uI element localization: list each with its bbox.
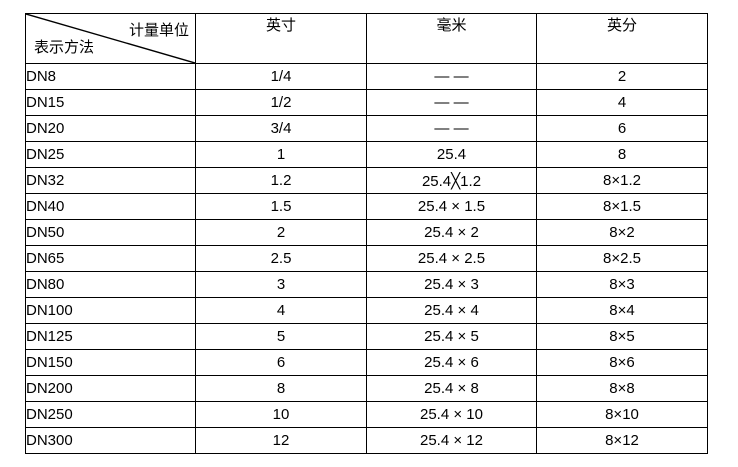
table-row: DN20 3/4 — — 6 xyxy=(25,115,708,142)
mm-cell: 25.4 xyxy=(366,141,537,168)
yingfen-cell: 8×2 xyxy=(536,219,708,246)
column-header-yingfen: 英分 xyxy=(536,13,708,64)
method-cell: DN100 xyxy=(25,297,196,324)
mm-cell: — — xyxy=(366,115,537,142)
inch-cell: 1/2 xyxy=(195,89,367,116)
mm-cell: 25.4 × 3 xyxy=(366,271,537,298)
mm-cell: 25.4 × 4 xyxy=(366,297,537,324)
yingfen-cell: 8×1.5 xyxy=(536,193,708,220)
yingfen-cell: 8×2.5 xyxy=(536,245,708,272)
yingfen-cell: 8×4 xyxy=(536,297,708,324)
yingfen-cell: 8×8 xyxy=(536,375,708,402)
inch-cell: 10 xyxy=(195,401,367,428)
method-cell: DN15 xyxy=(25,89,196,116)
table-row: DN40 1.5 25.4 × 1.5 8×1.5 xyxy=(25,193,708,220)
inch-cell: 8 xyxy=(195,375,367,402)
yingfen-cell: 8 xyxy=(536,141,708,168)
method-cell: DN300 xyxy=(25,427,196,454)
table-row: DN8 1/4 — — 2 xyxy=(25,63,708,90)
yingfen-cell: 8×10 xyxy=(536,401,708,428)
table-row: DN50 2 25.4 × 2 8×2 xyxy=(25,219,708,246)
method-cell: DN32 xyxy=(25,167,196,194)
yingfen-cell: 8×5 xyxy=(536,323,708,350)
mm-cell: — — xyxy=(366,63,537,90)
corner-label-method: 表示方法 xyxy=(34,39,95,56)
table-row: DN250 10 25.4 × 10 8×10 xyxy=(25,401,708,428)
inch-cell: 4 xyxy=(195,297,367,324)
mm-cell: 25.4 × 12 xyxy=(366,427,537,454)
table-row: DN200 8 25.4 × 8 8×8 xyxy=(25,375,708,402)
unit-conversion-table: 计量单位 表示方法 英寸 毫米 英分 DN8 1/4 — — 2 DN15 1/… xyxy=(25,13,708,454)
inch-cell: 2.5 xyxy=(195,245,367,272)
table-row: DN125 5 25.4 × 5 8×5 xyxy=(25,323,708,350)
method-cell: DN20 xyxy=(25,115,196,142)
table-row: DN32 1.2 25.4╳1.2 8×1.2 xyxy=(25,167,708,194)
method-cell: DN80 xyxy=(25,271,196,298)
yingfen-cell: 8×12 xyxy=(536,427,708,454)
mm-cell: 25.4 × 8 xyxy=(366,375,537,402)
method-cell: DN125 xyxy=(25,323,196,350)
yingfen-cell: 6 xyxy=(536,115,708,142)
mm-cell: 25.4 × 2.5 xyxy=(366,245,537,272)
inch-cell: 1.2 xyxy=(195,167,367,194)
column-header-inch: 英寸 xyxy=(195,13,367,64)
table-row: DN15 1/2 — — 4 xyxy=(25,89,708,116)
mm-cell: 25.4 × 1.5 xyxy=(366,193,537,220)
method-cell: DN40 xyxy=(25,193,196,220)
table-row: DN80 3 25.4 × 3 8×3 xyxy=(25,271,708,298)
method-cell: DN65 xyxy=(25,245,196,272)
mm-cell: — — xyxy=(366,89,537,116)
method-cell: DN250 xyxy=(25,401,196,428)
table-body: 计量单位 表示方法 英寸 毫米 英分 DN8 1/4 — — 2 DN15 1/… xyxy=(25,13,708,454)
inch-cell: 6 xyxy=(195,349,367,376)
method-cell: DN8 xyxy=(25,63,196,90)
inch-cell: 3 xyxy=(195,271,367,298)
table-row: DN100 4 25.4 × 4 8×4 xyxy=(25,297,708,324)
inch-cell: 3/4 xyxy=(195,115,367,142)
inch-cell: 2 xyxy=(195,219,367,246)
header-row: 计量单位 表示方法 英寸 毫米 英分 xyxy=(25,13,708,64)
mm-cell: 25.4 × 6 xyxy=(366,349,537,376)
inch-cell: 5 xyxy=(195,323,367,350)
inch-cell: 1.5 xyxy=(195,193,367,220)
corner-header-cell: 计量单位 表示方法 xyxy=(25,13,196,64)
table-row: DN300 12 25.4 × 12 8×12 xyxy=(25,427,708,454)
yingfen-cell: 4 xyxy=(536,89,708,116)
method-cell: DN150 xyxy=(25,349,196,376)
mm-cell: 25.4╳1.2 xyxy=(366,167,537,194)
mm-cell: 25.4 × 2 xyxy=(366,219,537,246)
inch-cell: 1/4 xyxy=(195,63,367,90)
mm-cell: 25.4 × 5 xyxy=(366,323,537,350)
mm-cell: 25.4 × 10 xyxy=(366,401,537,428)
table-row: DN150 6 25.4 × 6 8×6 xyxy=(25,349,708,376)
diagonal-divider-line xyxy=(26,14,195,63)
inch-cell: 12 xyxy=(195,427,367,454)
inch-cell: 1 xyxy=(195,141,367,168)
conversion-table-container: 计量单位 表示方法 英寸 毫米 英分 DN8 1/4 — — 2 DN15 1/… xyxy=(25,13,708,454)
corner-label-unit: 计量单位 xyxy=(128,22,189,39)
column-header-mm: 毫米 xyxy=(366,13,537,64)
method-cell: DN200 xyxy=(25,375,196,402)
method-cell: DN50 xyxy=(25,219,196,246)
yingfen-cell: 8×3 xyxy=(536,271,708,298)
method-cell: DN25 xyxy=(25,141,196,168)
yingfen-cell: 2 xyxy=(536,63,708,90)
table-row: DN25 1 25.4 8 xyxy=(25,141,708,168)
yingfen-cell: 8×6 xyxy=(536,349,708,376)
table-row: DN65 2.5 25.4 × 2.5 8×2.5 xyxy=(25,245,708,272)
yingfen-cell: 8×1.2 xyxy=(536,167,708,194)
